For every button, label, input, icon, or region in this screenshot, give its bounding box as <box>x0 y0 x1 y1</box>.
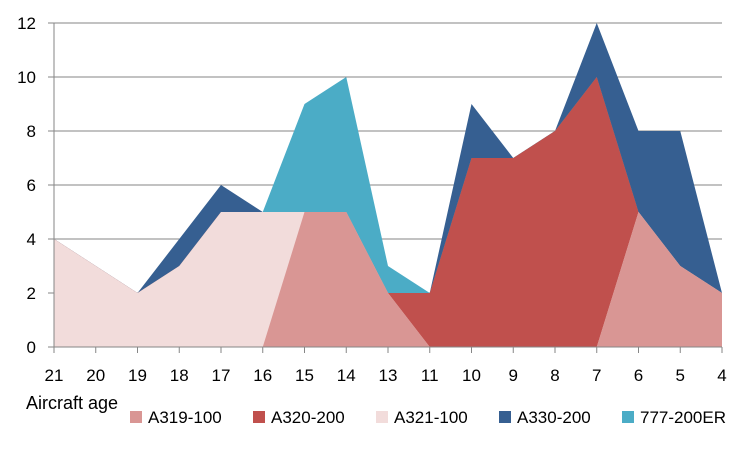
y-tick-labels: 0 2 4 6 8 10 12 <box>17 14 36 357</box>
legend-label: A320-200 <box>271 408 345 427</box>
x-tick-label: 4 <box>717 366 726 385</box>
legend-label: A321-100 <box>394 408 468 427</box>
legend-swatch <box>622 411 634 423</box>
legend-label: A319-100 <box>148 408 222 427</box>
y-tick-label: 6 <box>27 176 36 195</box>
legend-item-a321-100: A321-100 <box>376 408 468 427</box>
x-tick-label: 17 <box>212 366 231 385</box>
legend-swatch <box>253 411 265 423</box>
y-tick-label: 0 <box>27 338 36 357</box>
x-tick-label: 11 <box>421 366 439 385</box>
legend-label: A330-200 <box>517 408 591 427</box>
area-a321-100 <box>54 212 722 347</box>
x-tick-label: 6 <box>634 366 643 385</box>
x-tick-label: 5 <box>676 366 685 385</box>
y-tick-label: 12 <box>17 14 36 33</box>
legend-item-a330-200: A330-200 <box>499 408 591 427</box>
y-tick-label: 8 <box>27 122 36 141</box>
series-areas <box>54 23 722 347</box>
x-tick-label: 9 <box>509 366 518 385</box>
x-tick-label: 8 <box>550 366 559 385</box>
x-tick-label: 13 <box>379 366 398 385</box>
area-a319-100 <box>54 212 722 347</box>
legend: A319-100 A320-200 A321-100 A330-200 777-200E… <box>130 408 726 427</box>
legend-item-777-200er: 777-200ER <box>622 408 726 427</box>
y-tick-label: 4 <box>27 230 36 249</box>
x-tick-label: 18 <box>170 366 189 385</box>
legend-swatch <box>376 411 388 423</box>
y-tick-label: 10 <box>17 68 36 87</box>
x-tick-label: 21 <box>45 366 64 385</box>
x-tick-label: 10 <box>462 366 481 385</box>
legend-item-a320-200: A320-200 <box>253 408 345 427</box>
x-tick-label: 14 <box>337 366 356 385</box>
legend-swatch <box>130 411 142 423</box>
x-tick-label: 20 <box>86 366 105 385</box>
x-tick-label: 19 <box>128 366 147 385</box>
legend-swatch <box>499 411 511 423</box>
legend-label: 777-200ER <box>640 408 726 427</box>
y-tick-label: 2 <box>27 284 36 303</box>
x-axis-title: Aircraft age <box>26 393 118 413</box>
x-tick-label: 15 <box>295 366 314 385</box>
x-tick-labels: 21 20 19 18 17 16 15 14 13 11 10 9 8 7 6 5 4 <box>45 366 727 385</box>
x-tick-label: 16 <box>253 366 272 385</box>
legend-item-a319-100: A319-100 <box>130 408 222 427</box>
axes <box>48 22 723 353</box>
x-tick-label: 7 <box>592 366 601 385</box>
